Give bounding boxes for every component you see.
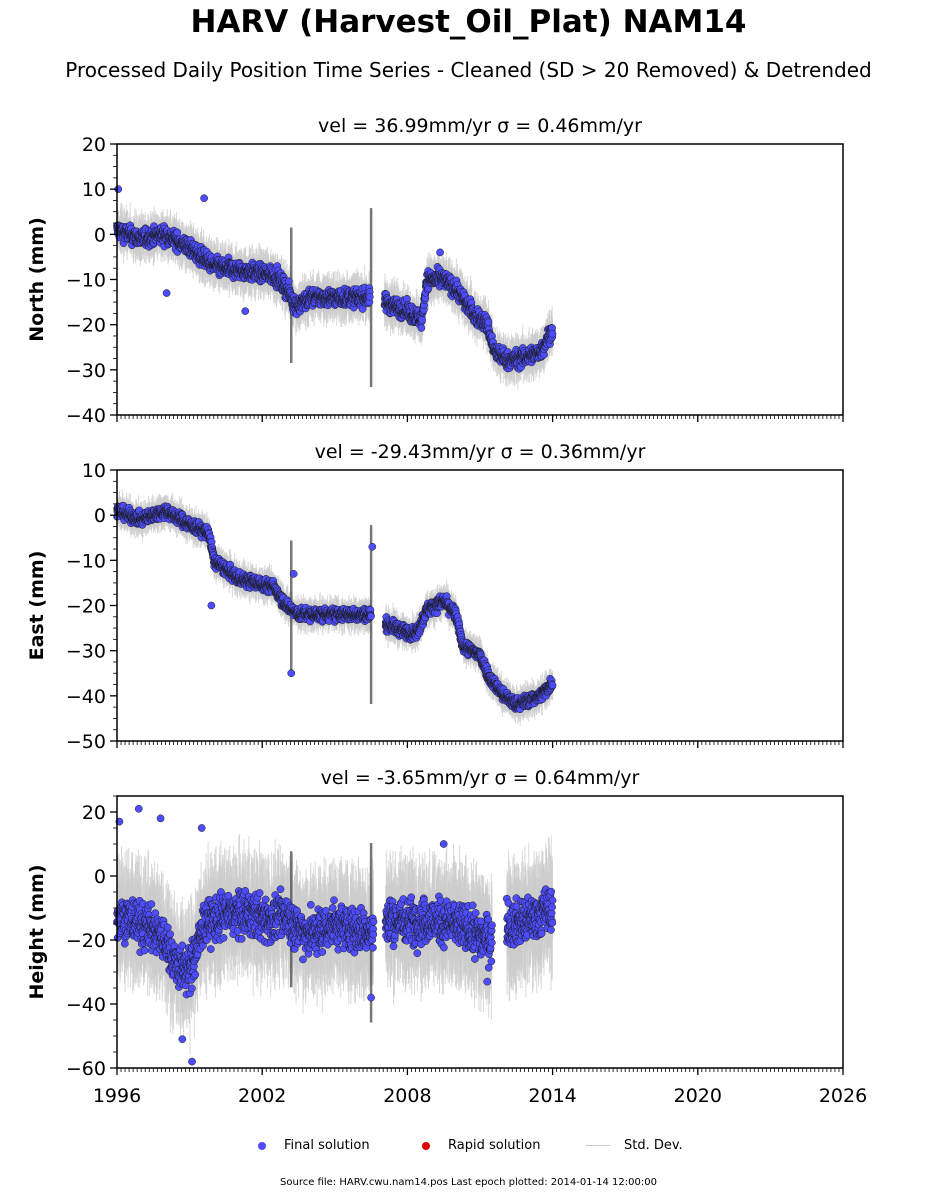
- outlier-point: [162, 289, 171, 297]
- outlier-point: [436, 248, 444, 257]
- data-point: [173, 228, 182, 237]
- chart-title: HARV (Harvest_Oil_Plat) NAM14: [0, 4, 937, 40]
- panel-north: vel = 36.99mm/yr σ = 0.46mm/yr North (mm)…: [26, 115, 844, 427]
- ytick-label: −40: [66, 405, 106, 427]
- ylabel-north: North (mm): [26, 217, 48, 342]
- data-point: [403, 295, 411, 303]
- ytick-label: 10: [82, 179, 106, 201]
- data-point: [548, 330, 557, 338]
- data-point: [418, 315, 426, 324]
- outlier-point: [200, 194, 208, 203]
- panel-title-north: vel = 36.99mm/yr σ = 0.46mm/yr: [318, 115, 642, 137]
- ytick-label: 0: [94, 224, 106, 246]
- data-point: [365, 292, 374, 301]
- data-point: [484, 318, 493, 327]
- data-point: [417, 324, 426, 332]
- data-point: [284, 277, 293, 286]
- ytick-label: −10: [66, 270, 106, 292]
- ytick-label: 20: [82, 134, 106, 156]
- data-points-north: [113, 185, 557, 373]
- ylabel-east: East (mm): [26, 551, 48, 661]
- panel-title-east: vel = -29.43mm/yr σ = 0.36mm/yr: [315, 441, 646, 463]
- ytick-label: −20: [66, 315, 106, 337]
- ytick-label: −30: [66, 360, 106, 382]
- chart-subtitle: Processed Daily Position Time Series - C…: [0, 58, 937, 82]
- panel-east: vel = -29.43mm/yr σ = 0.36mm/yr East (mm)…: [26, 441, 844, 753]
- timeseries-chart: vel = 36.99mm/yr σ = 0.46mm/yr North (mm)…: [26, 115, 867, 1107]
- outlier-point: [241, 307, 250, 315]
